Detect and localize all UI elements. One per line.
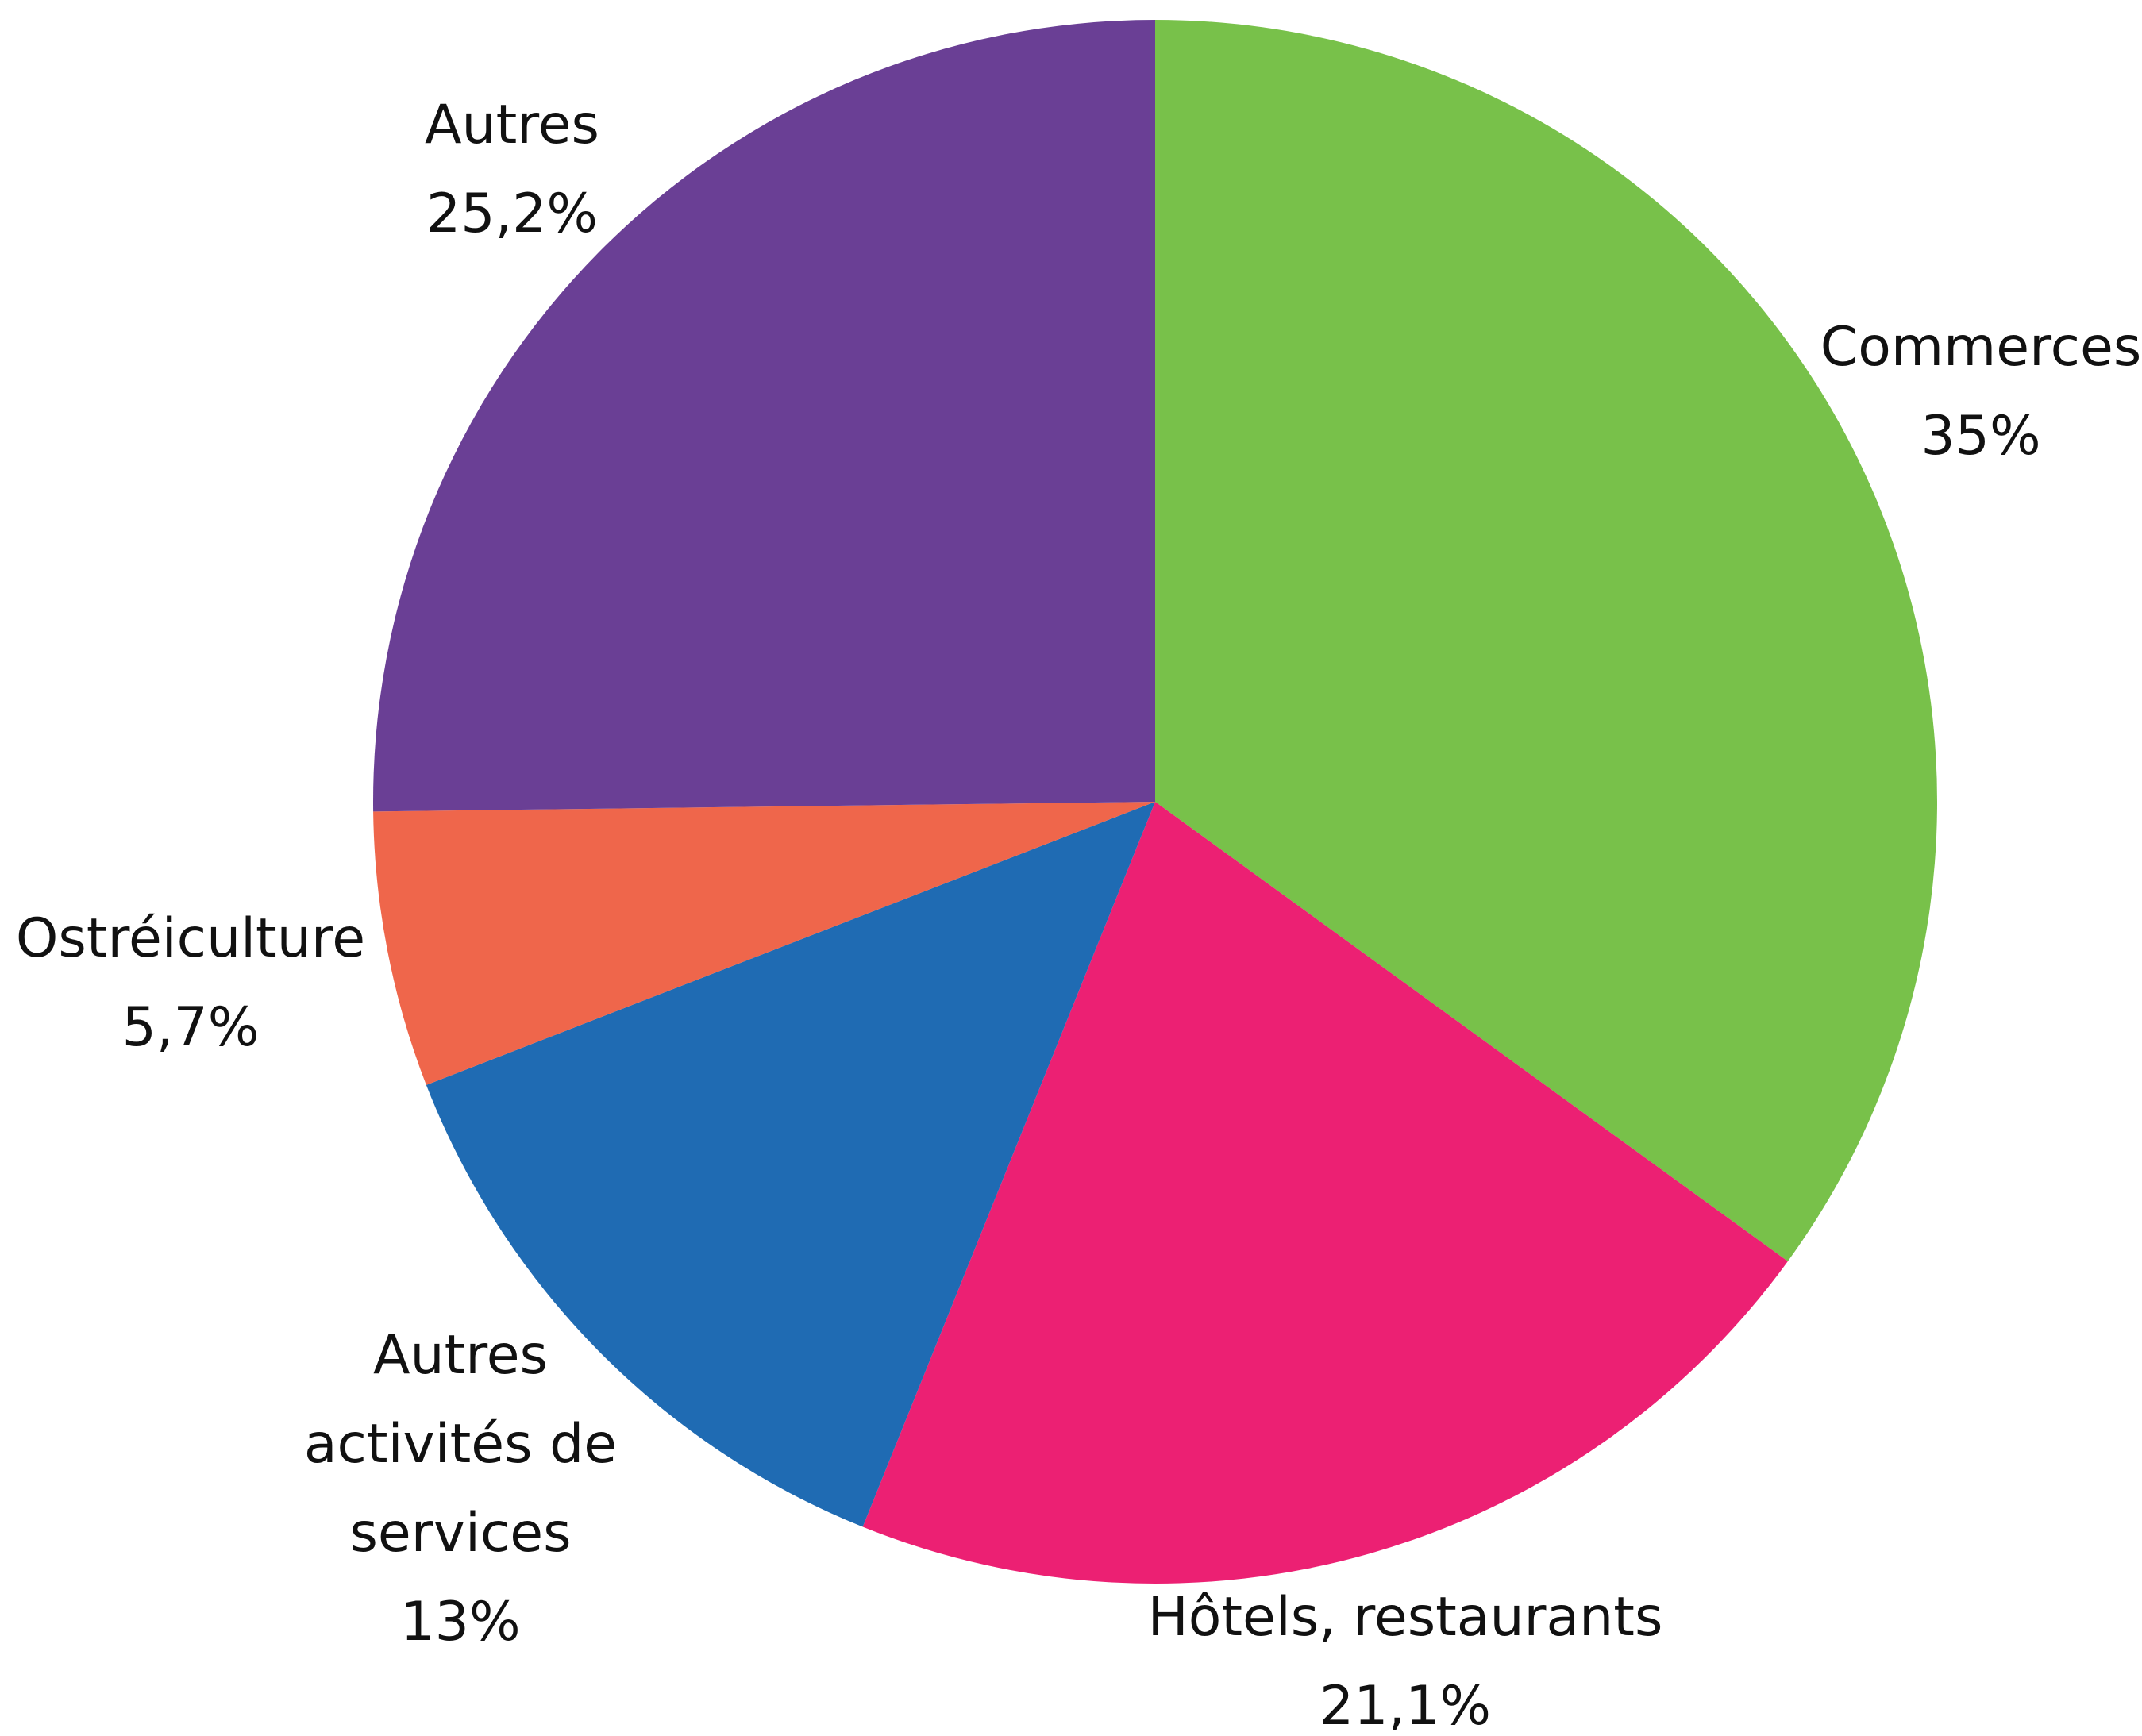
slice-value-text: 25,2% <box>426 183 598 245</box>
pie-slice-4 <box>373 802 1156 1085</box>
slice-label-line: Hôtels, restaurants <box>1148 1586 1663 1649</box>
slice-label-line: activités de <box>304 1413 617 1476</box>
slice-label-line: Ostréiculture <box>16 907 365 970</box>
slice-value-text: 35% <box>1920 405 2040 468</box>
pie-slice-5 <box>373 20 1155 812</box>
slice-value-text: 5,7% <box>122 996 260 1059</box>
pie-slice-1 <box>1155 20 1937 1261</box>
slice-label-1: Commerces 35% <box>1820 316 2142 468</box>
slice-label-line: services <box>349 1502 571 1565</box>
slice-value-text: 21,1% <box>1319 1675 1491 1736</box>
slice-label-line: Autres <box>425 94 599 156</box>
pie-slices <box>373 20 1937 1584</box>
slice-labels: Commerces 35% Hôtels, restaurants 21,1% Autr… <box>16 94 2141 1736</box>
slice-label-3: Autres activités de services 13% <box>304 1324 617 1653</box>
slice-label-line: Commerces <box>1820 316 2142 379</box>
pie-slice-2 <box>862 802 1788 1584</box>
slice-value-text: 13% <box>400 1591 520 1653</box>
pie-slice-3 <box>426 802 1155 1527</box>
slice-label-line: Autres <box>373 1324 548 1387</box>
slice-label-4: Ostréiculture 5,7% <box>16 907 365 1059</box>
slice-label-2: Hôtels, restaurants 21,1% <box>1148 1586 1663 1736</box>
slice-label-5: Autres 25,2% <box>425 94 599 245</box>
